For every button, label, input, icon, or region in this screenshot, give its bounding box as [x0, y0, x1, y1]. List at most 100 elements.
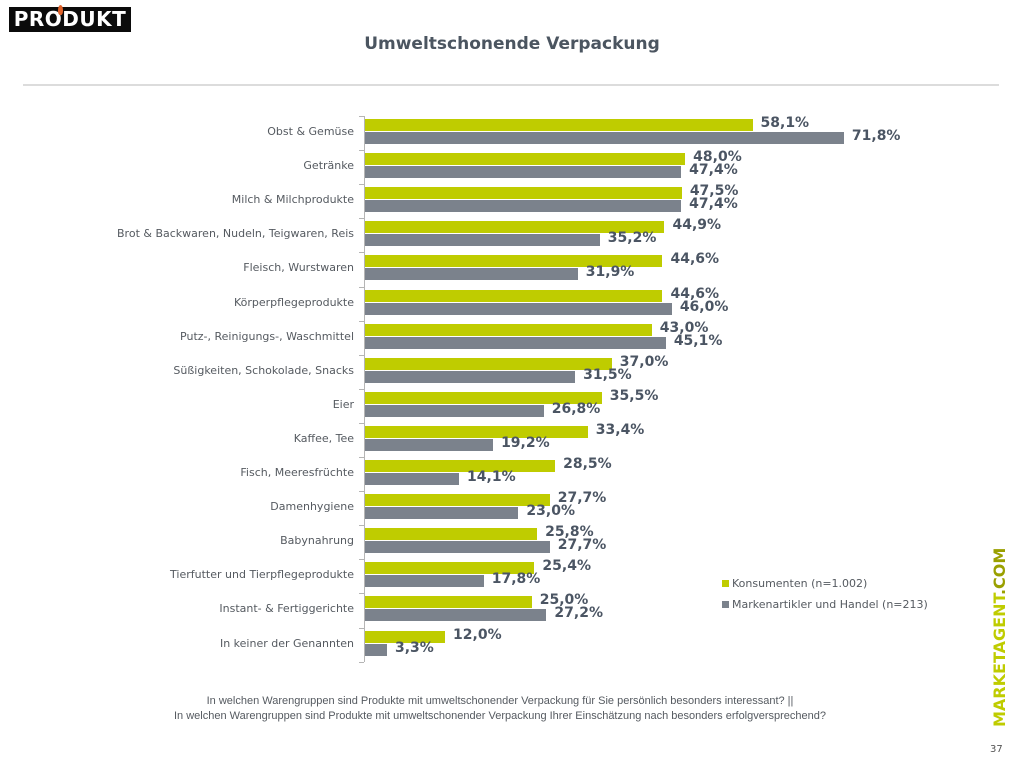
brand-suffix: .COM: [990, 547, 1009, 596]
bar-konsumenten: [365, 289, 663, 302]
value-label: 31,5%: [583, 366, 632, 383]
category-label: Putz-, Reinigungs-, Waschmittel: [180, 329, 354, 343]
category-label: Kaffee, Tee: [293, 431, 354, 445]
axis-tick: [359, 286, 364, 288]
value-label: 45,1%: [673, 332, 723, 349]
axis-tick: [359, 627, 364, 629]
header-divider: [23, 84, 999, 86]
value-label: 71,8%: [851, 128, 901, 144]
value-label: 46,0%: [679, 298, 729, 315]
value-label: 19,2%: [501, 434, 550, 451]
legend-swatch-green: [722, 579, 729, 587]
value-label: 26,8%: [551, 400, 601, 417]
axis-tick: [359, 457, 364, 458]
bar-markenartikler: [365, 200, 682, 213]
value-label: 17,8%: [491, 571, 541, 588]
category-label: Eier: [332, 397, 354, 411]
axis-tick: [359, 422, 364, 424]
value-label: 47,4%: [689, 196, 738, 213]
category-label: Babynahrung: [280, 534, 354, 548]
bar-markenartikler: [365, 336, 666, 349]
axis-tick: [359, 320, 364, 322]
category-label: Instant- & Fertiggerichte: [219, 602, 354, 616]
value-label: 27,7%: [557, 537, 607, 554]
value-label: 31,9%: [585, 264, 635, 281]
value-label: 28,5%: [563, 456, 612, 472]
bar-markenartikler: [365, 643, 387, 656]
category-label: Tierfutter und Tierpflegeprodukte: [170, 568, 354, 582]
bar-markenartikler: [365, 438, 494, 451]
value-label: 23,0%: [526, 503, 575, 520]
axis-tick: [359, 184, 364, 186]
bar-konsumenten: [365, 391, 602, 404]
category-label: In keiner der Genannten: [219, 636, 354, 650]
logo-text: PRODUKT: [13, 7, 127, 31]
axis-tick: [359, 388, 364, 390]
bar-konsumenten: [365, 460, 556, 472]
value-label: 35,5%: [609, 387, 659, 404]
category-label: Damenhygiene: [270, 500, 354, 514]
flame-icon: [58, 5, 63, 15]
axis-tick: [359, 491, 364, 493]
bar-markenartikler: [365, 302, 672, 315]
category-label: Milch & Milchprodukte: [231, 193, 354, 207]
value-label: 48,0%: [693, 149, 742, 166]
produkt-logo: PRODUKT: [9, 5, 131, 32]
bar-konsumenten: [365, 630, 446, 643]
value-label: 37,0%: [619, 353, 669, 370]
bar-markenartikler: [365, 473, 460, 485]
bar-konsumenten: [365, 153, 686, 166]
bar-konsumenten: [365, 562, 535, 575]
bar-konsumenten: [365, 221, 665, 234]
axis-tick: [359, 559, 364, 561]
axis-tick: [359, 661, 364, 663]
value-label: 44,6%: [670, 251, 720, 268]
bar-markenartikler: [365, 507, 519, 520]
value-label: 47,4%: [689, 162, 738, 179]
value-label: 27,2%: [554, 605, 603, 622]
category-label: Süßigkeiten, Schokolade, Snacks: [173, 363, 354, 377]
bar-konsumenten: [365, 187, 682, 200]
axis-tick: [359, 150, 364, 152]
bar-konsumenten: [365, 255, 663, 268]
bar-konsumenten: [365, 528, 538, 541]
legend-swatch-grey: [722, 600, 729, 608]
legend-label: Markenartikler und Handel (n=213): [732, 598, 928, 611]
bar-markenartikler: [365, 268, 578, 281]
value-label: 43,0%: [659, 319, 709, 336]
category-label: Getränke: [303, 159, 354, 173]
bar-markenartikler: [365, 234, 600, 247]
bar-konsumenten: [365, 323, 652, 336]
value-label: 47,5%: [689, 183, 739, 200]
bar-markenartikler: [365, 404, 544, 417]
value-label: 25,0%: [539, 592, 589, 609]
axis-tick: [359, 116, 364, 117]
value-label: 44,6%: [670, 285, 720, 302]
category-label: Obst & Gemüse: [267, 125, 354, 138]
bar-konsumenten: [365, 357, 612, 370]
brand-text: MARKETAGENT: [990, 595, 1009, 727]
legend-item-konsumenten: Konsumenten (n=1.002): [722, 577, 867, 590]
category-label: Fleisch, Wurstwaren: [243, 261, 354, 275]
bar-markenartikler: [365, 575, 484, 588]
value-label: 27,7%: [557, 490, 607, 507]
category-label: Fisch, Meeresfrüchte: [240, 466, 354, 479]
value-label: 44,9%: [672, 217, 722, 234]
axis-tick: [359, 525, 364, 527]
bar-markenartikler: [365, 132, 844, 144]
page-number: 37: [990, 744, 1003, 755]
value-label: 58,1%: [760, 115, 810, 131]
bar-markenartikler: [365, 166, 682, 179]
category-label: Brot & Backwaren, Nudeln, Teigwaren, Rei…: [117, 227, 354, 241]
value-label: 14,1%: [467, 469, 516, 485]
bar-markenartikler: [365, 370, 576, 383]
value-label: 33,4%: [595, 421, 645, 438]
legend-item-markenartikler: Markenartikler und Handel (n=213): [722, 598, 928, 611]
axis-tick: [359, 252, 364, 254]
value-label: 12,0%: [453, 626, 502, 643]
legend-label: Konsumenten (n=1.002): [732, 577, 868, 590]
question-text-1: In welchen Warengruppen sind Produkte mi…: [206, 695, 794, 707]
value-label: 3,3%: [395, 639, 434, 656]
category-axis: [364, 116, 365, 662]
